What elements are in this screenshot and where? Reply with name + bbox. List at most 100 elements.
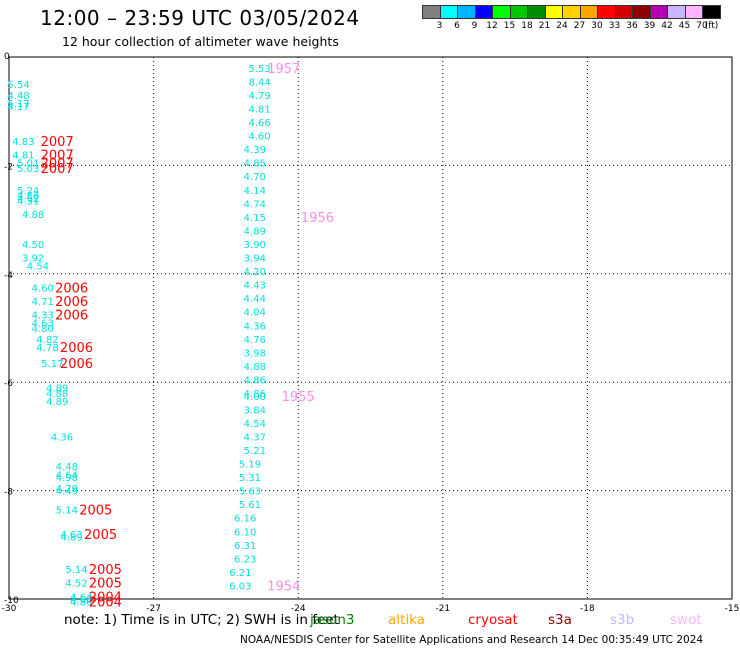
wave-height-value: 4.64 — [56, 470, 78, 481]
wave-height-value: 4.54 — [244, 419, 266, 430]
color-legend-label: 18 — [521, 21, 533, 31]
wave-height-value: 4.17 — [8, 102, 30, 113]
color-legend-label: 33 — [608, 21, 621, 31]
pass-time-label: 2006 — [60, 357, 93, 372]
color-legend-label: 9 — [471, 21, 478, 31]
wave-height-value: 6.23 — [234, 554, 256, 565]
wave-height-value: 4.52 — [65, 579, 87, 590]
satellite-legend-swot: swot — [670, 612, 702, 628]
wave-height-value: 6.21 — [229, 568, 251, 579]
wave-height-value: 4.04 — [244, 308, 266, 319]
wave-height-value: 4.66 — [17, 191, 39, 202]
pass-time-label: 2006 — [55, 308, 88, 323]
x-tick-label: -24 — [291, 604, 306, 614]
wave-height-value: 4.66 — [70, 595, 92, 606]
wave-height-value: 5.14 — [56, 506, 78, 517]
wave-height-value: 4.54 — [27, 262, 49, 273]
wave-height-value: 5.03 — [17, 164, 39, 175]
wave-height-value: 4.33 — [32, 310, 54, 321]
color-legend-labels: 3 6 9 12 15 18 21 24 27 30 33 36 39 42 45 70 (ft) — [422, 21, 740, 33]
color-legend — [422, 5, 721, 19]
wave-height-value: 4.71 — [32, 297, 54, 308]
wave-height-value: 4.79 — [56, 484, 78, 495]
wave-height-value: 5.19 — [239, 460, 261, 471]
wave-height-value: 4.89 — [46, 397, 68, 408]
plot-frame — [8, 56, 733, 600]
wave-height-value: 4.66 — [249, 118, 271, 129]
wave-height-value: 4.14 — [244, 186, 266, 197]
wave-height-value: 3.94 — [244, 254, 266, 265]
pass-time-label: 1957 — [267, 62, 300, 77]
wave-height-value: 5.61 — [239, 500, 261, 511]
pass-time-label: 1954 — [267, 579, 300, 594]
color-legend-label: 15 — [503, 21, 516, 31]
page-title: 12:00 – 23:59 UTC 03/05/2024 — [40, 6, 360, 30]
wave-height-value: 4.80 — [32, 324, 54, 335]
wave-height-value: 6.10 — [234, 527, 256, 538]
wave-height-value: 6.03 — [229, 581, 251, 592]
wave-height-value: 4.31 — [17, 197, 39, 208]
wave-height-value: 4.74 — [244, 199, 266, 210]
wave-height-value: 4.98 — [56, 473, 78, 484]
y-tick-label: -6 — [4, 379, 13, 389]
page-subtitle: 12 hour collection of altimeter wave hei… — [62, 34, 339, 49]
wave-height-value: 4.89 — [244, 226, 266, 237]
wave-height-value: 4.89 — [61, 533, 83, 544]
wave-height-value: 4.88 — [46, 389, 68, 400]
pass-time-label: 2006 — [60, 341, 93, 356]
color-legend-label: 3 — [436, 21, 443, 31]
wave-height-value: 4.86 — [244, 375, 266, 386]
wave-height-value: 4.81 — [249, 104, 271, 115]
wave-height-value: 4.48 — [8, 91, 30, 102]
wave-height-value: 4.88 — [22, 210, 44, 221]
wave-height-value: 4.15 — [244, 213, 266, 224]
wave-height-value: 5.21 — [244, 446, 266, 457]
pass-time-label: 2006 — [55, 295, 88, 310]
color-legend-label: 12 — [486, 21, 498, 31]
wave-height-value: 4.82 — [36, 335, 58, 346]
wave-height-value: 4.39 — [244, 145, 266, 156]
color-legend-label: 36 — [626, 21, 638, 31]
pass-time-label: 2007 — [41, 149, 74, 164]
color-legend-label: 45 — [678, 21, 691, 31]
color-legend-label: 39 — [643, 21, 656, 31]
wave-height-value: 4.62 — [17, 194, 39, 205]
wave-height-value: 6.16 — [234, 514, 256, 525]
y-tick-label: -8 — [4, 488, 13, 498]
satellite-legend-altika: altika — [388, 612, 425, 628]
color-swatch — [702, 5, 721, 19]
pass-time-label: 2007 — [41, 157, 74, 172]
wave-height-value: 3.84 — [244, 405, 266, 416]
pass-time-label: 2005 — [89, 577, 122, 592]
wave-height-value: 5.14 — [65, 565, 87, 576]
wave-height-value: 4.63 — [32, 319, 54, 330]
pass-time-label: 2007 — [41, 135, 74, 150]
wave-height-value: 4.70 — [244, 172, 266, 183]
wave-height-value: 4.36 — [51, 432, 73, 443]
color-legend-label: 24 — [556, 21, 568, 31]
wave-height-value: 4.86 — [244, 389, 266, 400]
color-legend-label: 42 — [661, 21, 673, 31]
pass-time-label: 2004 — [89, 590, 122, 605]
pass-time-label: 2005 — [84, 528, 117, 543]
y-tick-label: 0 — [4, 52, 10, 62]
wave-height-value: 5.53 — [249, 64, 271, 75]
wave-height-value: 4.81 — [12, 151, 34, 162]
pass-time-label: 2007 — [41, 162, 74, 177]
wave-height-value: 5.63 — [239, 487, 261, 498]
wave-height-value: 3.90 — [244, 240, 266, 251]
wave-height-value: 5.54 — [8, 80, 30, 91]
y-tick-label: -10 — [4, 596, 19, 606]
footnote: note: 1) Time is in UTC; 2) SWH is in fe… — [64, 612, 339, 628]
x-tick-label: -21 — [435, 604, 450, 614]
wave-height-value: 3.92 — [22, 254, 44, 265]
wave-height-value: 5.24 — [17, 186, 39, 197]
wave-height-value: 4.36 — [244, 321, 266, 332]
wave-height-value: 5.01 — [17, 159, 39, 170]
wave-height-value: 4.43 — [244, 281, 266, 292]
satellite-legend-s3b: s3b — [610, 612, 635, 628]
wave-height-value: 4.20 — [244, 267, 266, 278]
wave-height-value: 4.86 — [70, 598, 92, 609]
pass-time-label: 2005 — [89, 563, 122, 578]
